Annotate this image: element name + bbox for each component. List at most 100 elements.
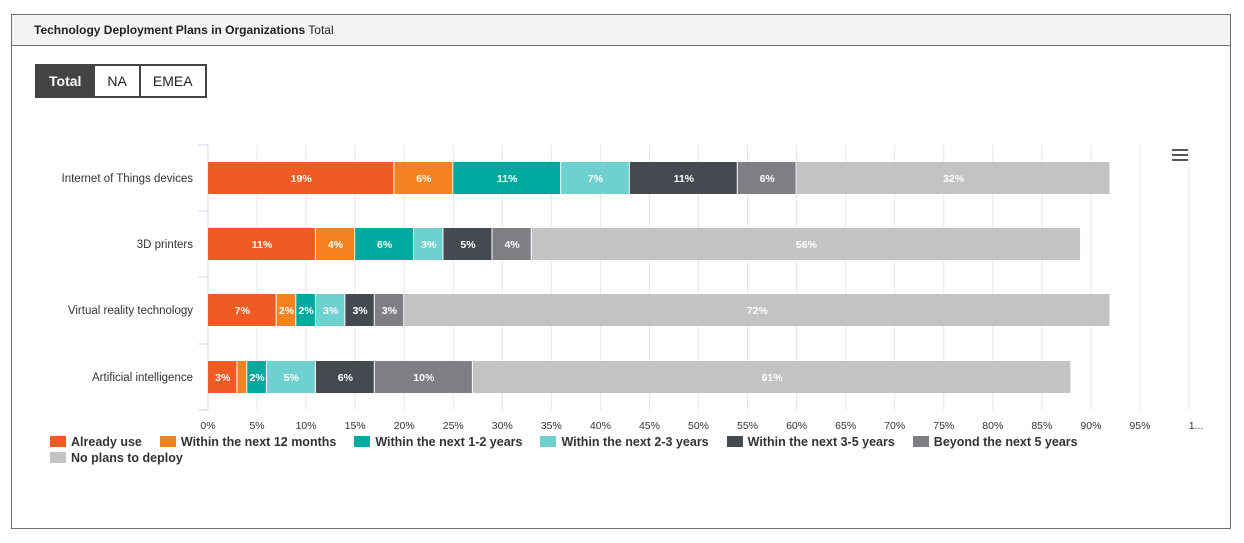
bar-segment	[315, 361, 374, 393]
x-tick-label: 60%	[786, 420, 807, 432]
legend-swatch	[354, 436, 371, 447]
legend-label: Within the next 3-5 years	[747, 434, 895, 449]
legend-row: No plans to deploy	[50, 450, 1200, 466]
legend-item[interactable]: Beyond the next 5 years	[912, 434, 1078, 449]
x-tick-label: 95%	[1129, 420, 1150, 432]
legend-item[interactable]: Already use	[50, 434, 142, 449]
x-tick-label: 65%	[835, 420, 856, 432]
data-label: 3%	[382, 305, 398, 317]
legend-row: Already use Within the next 12 months With…	[50, 434, 1200, 450]
data-label: 56%	[796, 239, 818, 251]
data-label: 5%	[284, 372, 300, 384]
legend-item[interactable]: Within the next 1-2 years	[354, 434, 522, 449]
bar-segment	[394, 162, 453, 194]
legend-item[interactable]: No plans to deploy	[50, 450, 183, 465]
legend-label: Within the next 2-3 years	[561, 434, 709, 449]
x-tick-label: 50%	[688, 420, 709, 432]
data-label: 11%	[497, 173, 518, 185]
category-label: Internet of Things devices	[62, 173, 194, 185]
category-label: 3D printers	[137, 239, 193, 251]
hamburger-menu-icon[interactable]	[1172, 149, 1188, 163]
data-label: 3%	[323, 305, 339, 317]
data-label: 3%	[421, 239, 437, 251]
bar-segment	[374, 294, 404, 326]
legend-swatch	[50, 452, 66, 463]
bar-segment	[208, 294, 276, 326]
legend-swatch	[912, 436, 929, 447]
data-label: 6%	[377, 239, 393, 251]
region-tabs: Total NA EMEA	[35, 64, 207, 98]
bar-segment	[208, 361, 237, 393]
data-label: 2%	[249, 372, 265, 384]
x-tick-label: 90%	[1080, 420, 1101, 432]
x-tick-label: 75%	[933, 420, 954, 432]
legend-label: Within the next 1-2 years	[375, 434, 523, 449]
legend-swatch	[50, 436, 66, 447]
bar-segment	[629, 162, 737, 194]
tab-emea[interactable]: EMEA	[138, 64, 207, 98]
bar-segment	[296, 294, 315, 326]
x-tick-label: 15%	[345, 420, 366, 432]
x-tick-label: 35%	[541, 420, 562, 432]
data-label: 6%	[338, 372, 354, 384]
legend-label: Beyond the next 5 years	[933, 434, 1078, 449]
bar-segment	[796, 162, 1110, 194]
data-label: 4%	[328, 239, 344, 251]
data-label: 6%	[760, 173, 776, 185]
bar-segment	[315, 228, 355, 260]
bar-segment	[237, 361, 247, 393]
bar-segment	[247, 361, 266, 393]
x-tick-label: 1...	[1189, 420, 1204, 432]
legend-item[interactable]: Within the next 3-5 years	[726, 434, 895, 449]
x-tick-label: 45%	[639, 420, 660, 432]
bar-segment	[266, 361, 315, 393]
data-label: 4%	[505, 239, 521, 251]
chart-title-bold: Technology Deployment Plans in Organizat…	[34, 23, 306, 37]
bar-segment	[374, 361, 472, 393]
bar-segment	[208, 162, 394, 194]
category-label: Artificial intelligence	[92, 372, 193, 384]
chart-panel: Technology Deployment Plans in Organizat…	[11, 14, 1231, 529]
data-label: 2%	[299, 305, 315, 317]
x-tick-label: 20%	[394, 420, 415, 432]
bar-segment	[531, 228, 1081, 260]
data-label: 11%	[252, 239, 273, 251]
bar-segment	[276, 294, 296, 326]
data-label: 10%	[413, 372, 435, 384]
legend-item[interactable]: Within the next 12 months	[159, 434, 337, 449]
x-tick-label: 0%	[200, 420, 215, 432]
bar-segment	[443, 228, 492, 260]
data-label: 6%	[416, 173, 432, 185]
chart-legend: Already use Within the next 12 months With…	[50, 434, 1200, 466]
panel-header: Technology Deployment Plans in Organizat…	[12, 15, 1230, 46]
bar-segment	[355, 228, 414, 260]
x-tick-label: 70%	[884, 420, 905, 432]
legend-label: Already use	[71, 434, 142, 449]
bar-segment	[472, 361, 1071, 393]
x-tick-label: 40%	[590, 420, 611, 432]
x-tick-label: 25%	[443, 420, 464, 432]
bar-segment	[345, 294, 374, 326]
data-label: 3%	[352, 305, 368, 317]
bar-segment	[453, 162, 561, 194]
data-label: 11%	[674, 173, 695, 185]
legend-item[interactable]: Within the next 2-3 years	[540, 434, 709, 449]
bar-segment	[315, 294, 345, 326]
x-tick-label: 5%	[249, 420, 264, 432]
x-tick-label: 80%	[982, 420, 1003, 432]
legend-label: Within the next 12 months	[180, 434, 337, 449]
data-label: 19%	[291, 173, 313, 185]
category-label: Virtual reality technology	[68, 305, 193, 317]
bar-segment	[208, 228, 315, 260]
data-label: 5%	[460, 239, 476, 251]
x-tick-label: 10%	[296, 420, 317, 432]
legend-swatch	[726, 436, 743, 447]
bar-segment	[492, 228, 531, 260]
bar-segment	[561, 162, 629, 194]
bar-segment	[737, 162, 796, 194]
data-label: 2%	[279, 305, 295, 317]
data-label: 3%	[215, 372, 231, 384]
tab-total[interactable]: Total	[35, 64, 96, 98]
tab-na[interactable]: NA	[93, 64, 141, 98]
